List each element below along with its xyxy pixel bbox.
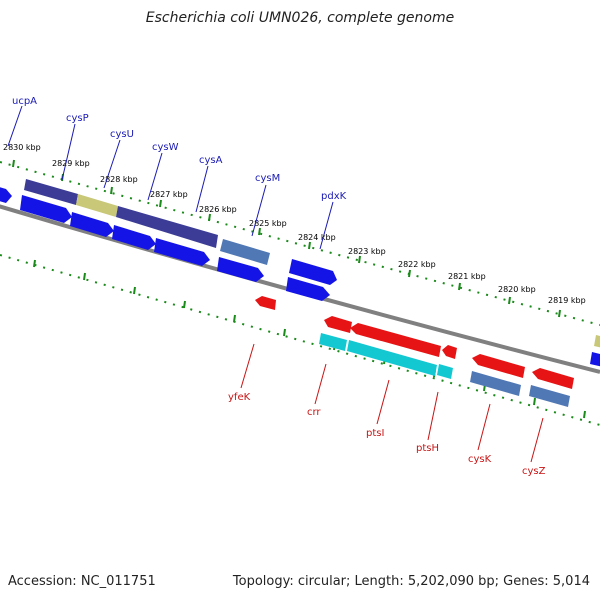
genome-summary: Topology: circular; Length: 5,202,090 bp… xyxy=(232,574,590,589)
gene-block-cysP[interactable] xyxy=(24,179,78,205)
kbp-label: 2821 kbp xyxy=(448,272,486,281)
gene-label-cysU: cysU xyxy=(110,129,134,140)
gene-arrow[interactable] xyxy=(217,257,264,282)
gene-block-cysZ-steel[interactable] xyxy=(529,385,570,407)
forward-leaders xyxy=(7,105,334,250)
gene-arrow-yfeK[interactable] xyxy=(255,296,276,310)
gene-arrow-pdxK[interactable] xyxy=(289,259,337,285)
gene-arrow-cysZ[interactable] xyxy=(532,368,574,389)
gene-arrow-cysA-2[interactable] xyxy=(154,238,210,266)
gene-arrow-cysU[interactable] xyxy=(70,212,114,237)
gene-label-cysK: cysK xyxy=(468,454,492,465)
reverse-features xyxy=(255,296,574,407)
gene-block-ptsH-cyan[interactable] xyxy=(437,364,453,379)
kbp-label: 2830 kbp xyxy=(3,143,41,152)
gene-block-khaki[interactable] xyxy=(594,335,600,348)
gene-label-ptsH: ptsH xyxy=(416,443,439,454)
gene-label-cysP: cysP xyxy=(66,113,89,124)
kbp-label: 2828 kbp xyxy=(100,175,138,184)
kbp-labels: 2830 kbp 2829 kbp 2828 kbp 2827 kbp 2826… xyxy=(3,143,586,305)
kbp-label: 2829 kbp xyxy=(52,159,90,168)
gene-arrow-ptsI[interactable] xyxy=(350,323,441,357)
kbp-label: 2822 kbp xyxy=(398,260,436,269)
gene-arrow[interactable] xyxy=(590,352,600,367)
forward-tick-track xyxy=(0,159,600,326)
gene-label-pdxK: pdxK xyxy=(321,191,347,202)
gene-label-ucpA: ucpA xyxy=(12,96,37,107)
forward-dotted-line xyxy=(0,161,600,326)
kbp-label: 2827 kbp xyxy=(150,190,188,199)
gene-arrow-crr[interactable] xyxy=(324,316,352,333)
gene-label-cysM: cysM xyxy=(255,173,280,184)
gene-block-khaki[interactable] xyxy=(76,194,118,217)
gene-label-cysA: cysA xyxy=(199,155,223,166)
reverse-leaders xyxy=(240,343,544,463)
gene-arrow-cysA[interactable] xyxy=(112,225,156,250)
kbp-label: 2824 kbp xyxy=(298,233,336,242)
kbp-label: 2825 kbp xyxy=(249,219,287,228)
gene-arrow[interactable] xyxy=(0,186,12,203)
gene-block-ptsI-cyan[interactable] xyxy=(347,340,437,376)
gene-label-crr: crr xyxy=(307,407,321,418)
kbp-label: 2820 kbp xyxy=(498,285,536,294)
forward-gene-labels: ucpA cysP cysU cysW cysA cysM pdxK xyxy=(12,96,347,202)
accession-label: Accession: NC_011751 xyxy=(8,574,156,589)
gene-arrow[interactable] xyxy=(286,277,330,301)
forward-features xyxy=(0,179,600,367)
kbp-label: 2826 kbp xyxy=(199,205,237,214)
map-title: Escherichia coli UMN026, complete genome xyxy=(145,10,455,26)
gene-arrow-ucpA[interactable] xyxy=(20,195,72,223)
gene-label-yfeK: yfeK xyxy=(228,392,251,403)
kbp-label: 2819 kbp xyxy=(548,296,586,305)
gene-block-cysM[interactable] xyxy=(220,239,270,265)
gene-block-cysK-steel[interactable] xyxy=(470,371,521,396)
gene-block-cysW[interactable] xyxy=(116,206,218,248)
gene-block-crr-cyan[interactable] xyxy=(319,333,347,351)
gene-label-cysZ: cysZ xyxy=(522,466,546,477)
gene-label-ptsI: ptsI xyxy=(366,428,384,439)
reverse-dotted-line xyxy=(0,254,600,426)
gene-arrow-ptsH[interactable] xyxy=(442,345,457,359)
reverse-gene-labels: yfeK crr ptsI ptsH cysK cysZ xyxy=(228,392,546,477)
kbp-label: 2823 kbp xyxy=(348,247,386,256)
gene-label-cysW: cysW xyxy=(152,142,179,153)
gene-arrow-cysK[interactable] xyxy=(472,354,525,378)
